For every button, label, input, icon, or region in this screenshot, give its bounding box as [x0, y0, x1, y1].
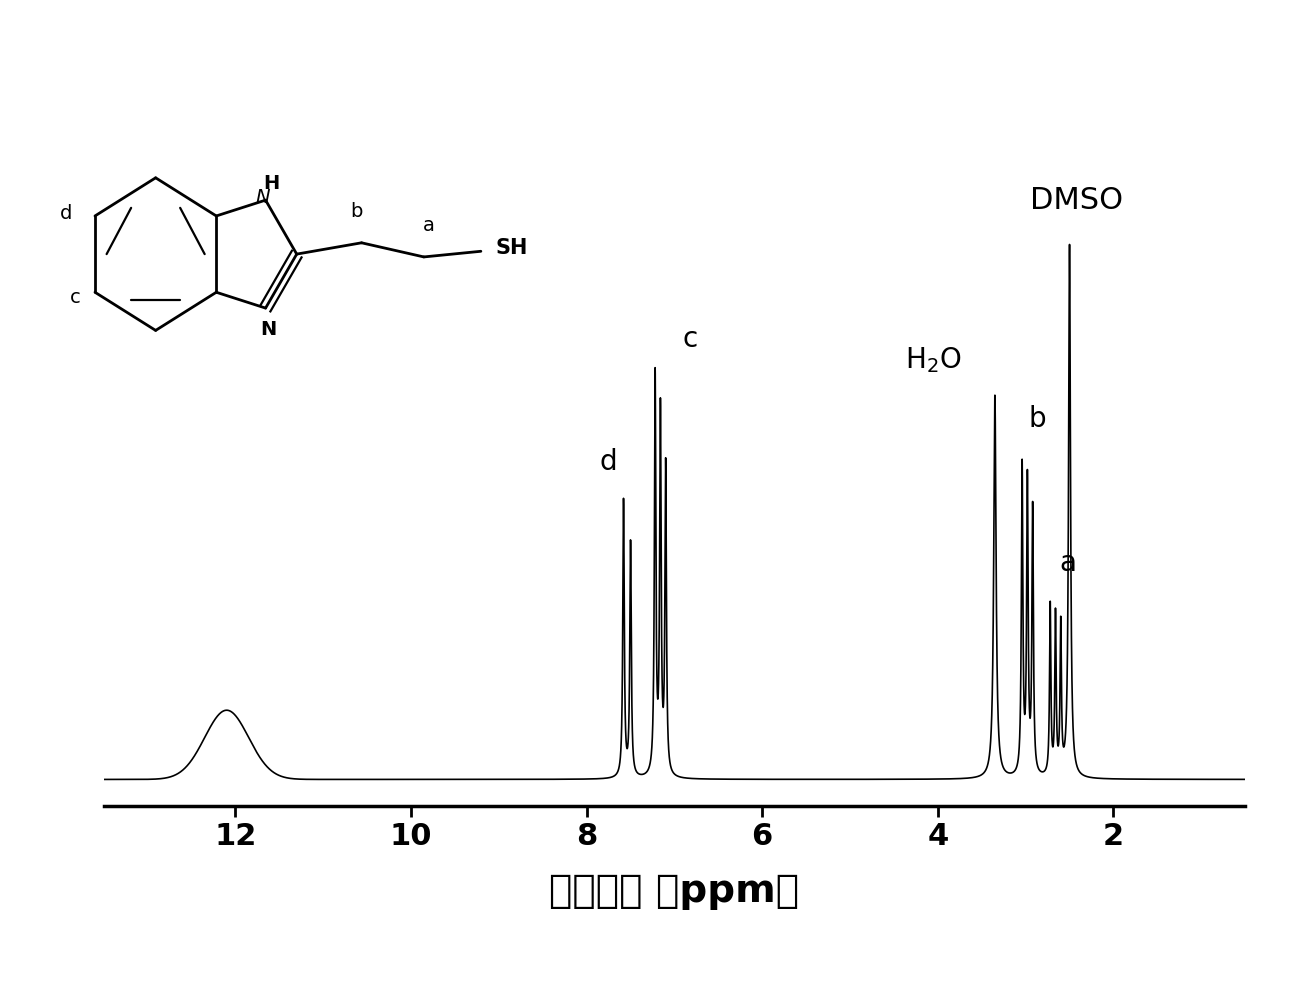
Text: H: H [263, 174, 280, 193]
Text: d: d [60, 203, 73, 222]
X-axis label: 化学位移 （ppm）: 化学位移 （ppm） [550, 872, 799, 910]
Text: a: a [423, 216, 434, 236]
Text: a: a [1060, 549, 1077, 577]
Text: c: c [70, 288, 80, 308]
Text: N: N [261, 320, 276, 339]
Text: b: b [1029, 405, 1045, 434]
Text: SH: SH [495, 239, 528, 259]
Text: H$_2$O: H$_2$O [905, 345, 961, 375]
Text: b: b [350, 202, 363, 221]
Text: DMSO: DMSO [1030, 186, 1123, 215]
Text: d: d [599, 448, 617, 476]
Text: N: N [256, 188, 270, 206]
Text: c: c [682, 325, 698, 354]
